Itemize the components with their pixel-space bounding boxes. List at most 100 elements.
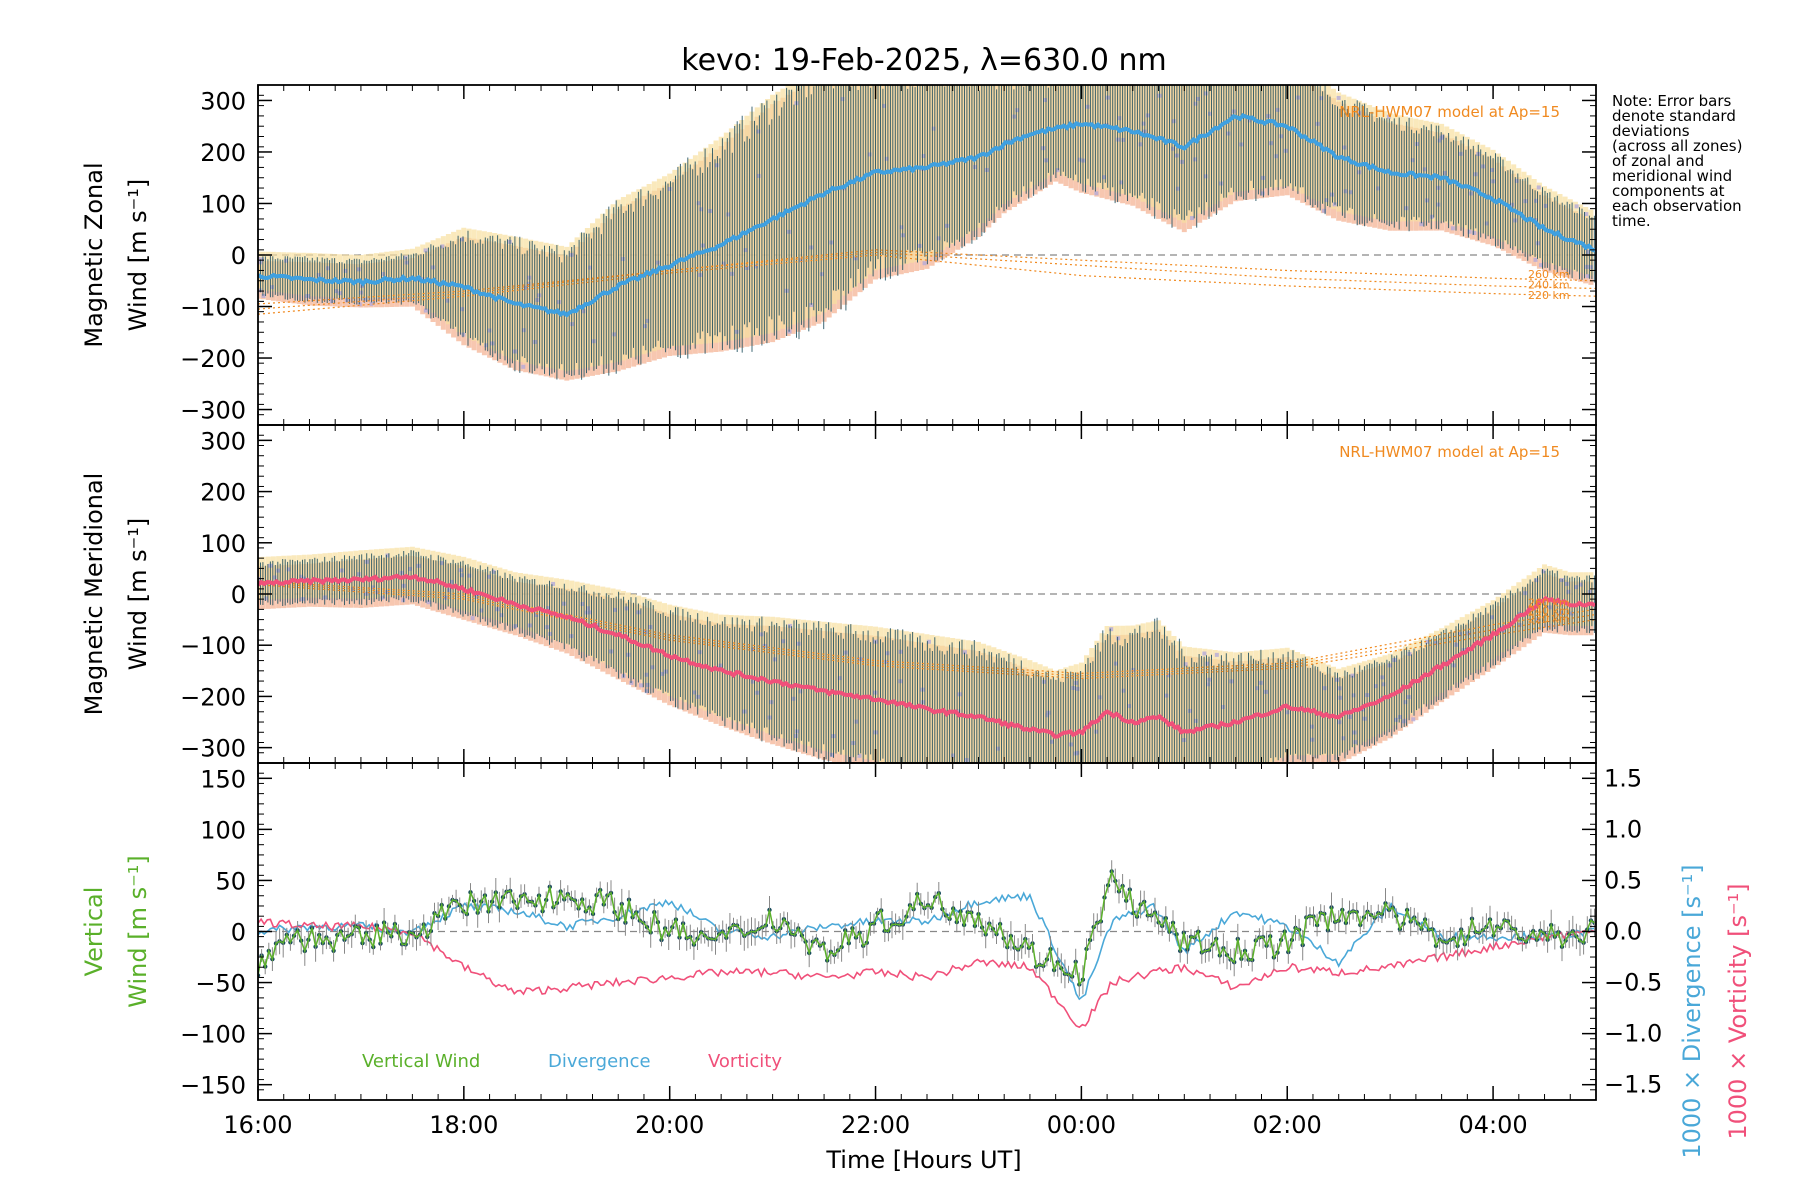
scatter-point: [1403, 700, 1408, 705]
legend-divergence: Divergence: [548, 1051, 651, 1072]
y-tick-label: 150: [200, 765, 246, 793]
scatter-point: [460, 307, 465, 312]
scatter-point: [1348, 190, 1353, 195]
scatter-point: [931, 126, 936, 131]
scatter-point: [1319, 96, 1324, 101]
scatter-point: [1514, 178, 1519, 183]
scatter-point: [1102, 175, 1107, 180]
scatter-point: [793, 733, 798, 738]
y-tick-label: 50: [215, 867, 246, 895]
scatter-point: [459, 573, 464, 578]
scatter-point: [1127, 704, 1132, 709]
y-tick-label: −100: [180, 1021, 246, 1049]
right-tick-label: −0.5: [1604, 969, 1662, 997]
scatter-point: [1202, 651, 1207, 656]
y-tick-label: −300: [180, 735, 246, 763]
scatter-point: [459, 237, 464, 242]
scatter-point: [772, 657, 777, 662]
scatter-point: [1534, 198, 1539, 203]
scatter-point: [951, 753, 956, 758]
scatter-point: [1250, 770, 1254, 774]
right-tick-label: 1.0: [1604, 815, 1642, 843]
scatter-point: [1055, 168, 1060, 173]
scatter-point: [1049, 739, 1054, 744]
scatter-point: [1510, 202, 1515, 207]
scatter-point: [343, 268, 348, 273]
scatter-point: [523, 285, 528, 290]
scatter-point: [1543, 203, 1548, 208]
y-tick-label: 0: [231, 242, 246, 270]
scatter-point: [798, 689, 803, 694]
right-tick-label: −1.5: [1604, 1071, 1662, 1099]
scatter-point: [667, 186, 672, 191]
scatter-point: [1373, 684, 1378, 689]
scatter-point: [513, 624, 518, 629]
scatter-point: [408, 566, 413, 571]
right-tick-label: 1.5: [1604, 764, 1642, 792]
panel-content-vertical: [258, 860, 1596, 1029]
scatter-point: [546, 606, 551, 611]
scatter-point: [1232, 51, 1236, 55]
scatter-point: [1357, 170, 1362, 175]
scatter-point: [1274, 154, 1279, 159]
scatter-point: [357, 302, 362, 307]
scatter-point: [270, 285, 275, 290]
scatter-point: [261, 293, 266, 298]
scatter-point: [754, 264, 759, 269]
scatter-point: [491, 569, 496, 574]
scatter-point: [718, 663, 723, 668]
scatter-point: [798, 258, 803, 263]
scatter-point: [1077, 157, 1082, 162]
scatter-point: [696, 201, 701, 206]
scatter-point: [1171, 119, 1176, 124]
altitude-label: 220 km: [1528, 289, 1570, 302]
scatter-point: [385, 553, 390, 558]
scatter-point: [644, 672, 649, 677]
scatter-point: [1187, 708, 1192, 713]
scatter-point: [837, 676, 842, 681]
scatter-point: [356, 572, 361, 577]
scatter-point: [1116, 636, 1121, 641]
scatter-point: [1425, 198, 1430, 203]
scatter-point: [1113, 661, 1118, 666]
scatter-point: [1094, 191, 1099, 196]
scatter-point: [1132, 783, 1136, 787]
note-line: denote standard: [1612, 107, 1736, 125]
scatter-point: [1310, 737, 1315, 742]
scatter-point: [1193, 718, 1198, 723]
scatter-point: [299, 574, 304, 579]
scatter-point: [714, 163, 719, 168]
scatter-point: [926, 639, 931, 644]
scatter-point: [1121, 688, 1126, 693]
right-tick-label: −1.0: [1604, 1020, 1662, 1048]
y-axis-label: Wind [m s⁻¹]: [124, 518, 152, 670]
scatter-point: [272, 575, 277, 580]
scatter-point: [1288, 66, 1292, 70]
panel-content-zonal: [258, 51, 1596, 381]
panel-vertical: −1.5 −1.0 −0.5 0.0 0.5 1.0 1.5 1000 × Divergenc…: [80, 762, 1752, 1159]
scatter-point: [1433, 641, 1438, 646]
scatter-point: [1045, 713, 1050, 718]
scatter-point: [259, 257, 264, 262]
scatter-point: [286, 567, 291, 572]
scatter-point: [521, 328, 526, 333]
scatter-point: [1175, 186, 1180, 191]
note-line: components at: [1612, 182, 1725, 200]
scatter-point: [479, 608, 484, 613]
scatter-point: [385, 590, 390, 595]
scatter-point: [1585, 250, 1590, 255]
scatter-point: [1141, 121, 1146, 126]
scatter-point: [1195, 96, 1200, 101]
note-line: time.: [1612, 212, 1651, 230]
scatter-point: [1042, 679, 1047, 684]
scatter-point: [1203, 174, 1208, 179]
scatter-point: [1376, 186, 1381, 191]
scatter-point: [1220, 705, 1225, 710]
scatter-point: [1588, 265, 1593, 270]
scatter-point: [734, 329, 739, 334]
y-tick-label: −150: [180, 1072, 246, 1100]
scatter-point: [1145, 113, 1150, 118]
